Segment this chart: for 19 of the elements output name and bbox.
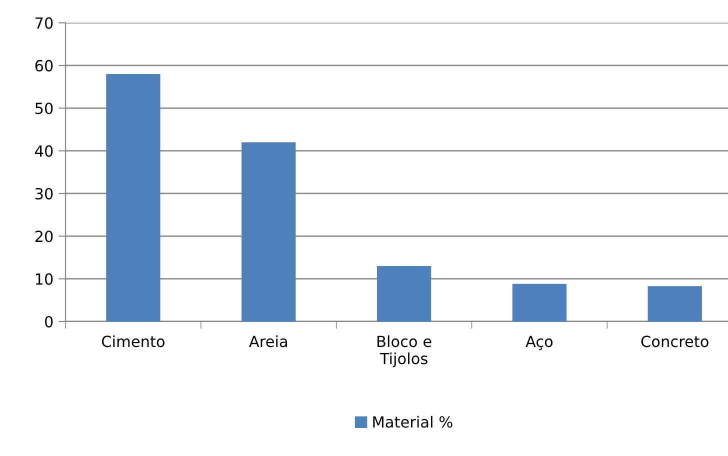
y-tick-label: 40 (35, 145, 53, 157)
x-tick-label: Concreto (641, 336, 708, 348)
legend-label: Material % (373, 416, 452, 428)
bar (376, 266, 432, 322)
bar (512, 284, 567, 322)
bar (648, 286, 702, 322)
y-tick-label: 70 (36, 17, 53, 29)
bar (106, 74, 160, 322)
y-tick-label: 0 (45, 316, 53, 328)
y-tick-label: 50 (35, 102, 53, 114)
x-tick-label: Cimento (102, 335, 164, 348)
y-tick-label: 10 (36, 273, 53, 285)
x-tick-label: Areia (249, 335, 287, 348)
x-tick-label: Bloco e Tijolos (378, 335, 432, 368)
bar (242, 142, 296, 322)
y-tick-label: 60 (35, 60, 53, 72)
y-tick-label: 20 (35, 230, 53, 242)
x-tick-label: Aço (526, 336, 553, 350)
y-tick-label: 30 (35, 188, 53, 200)
